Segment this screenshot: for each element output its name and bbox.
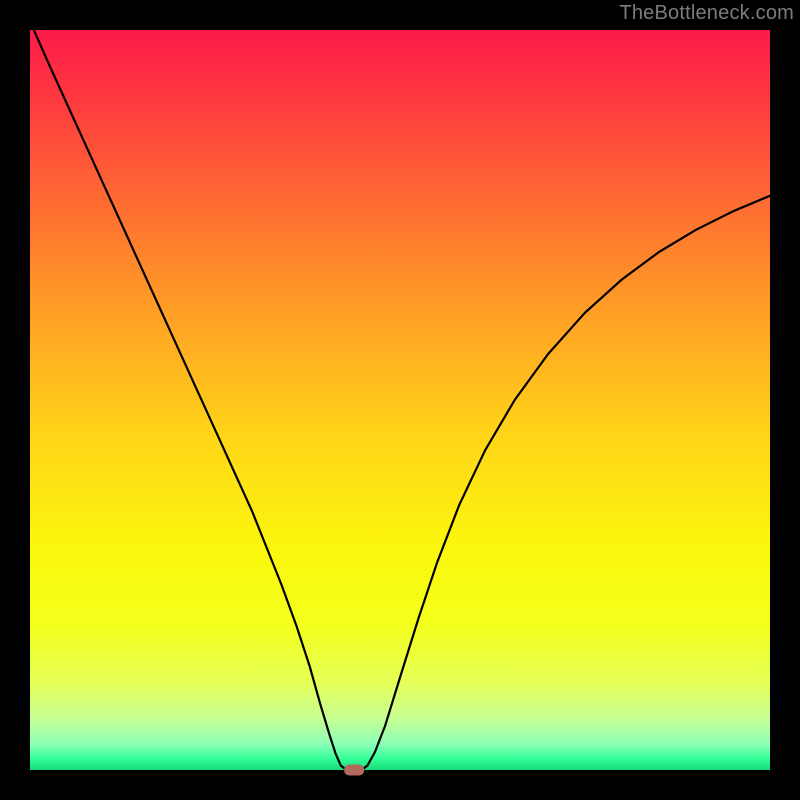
chart-frame: TheBottleneck.com (0, 0, 800, 800)
bottleneck-chart (0, 0, 800, 800)
optimal-point-marker (344, 765, 364, 776)
plot-background (30, 30, 770, 770)
watermark-text: TheBottleneck.com (619, 2, 794, 25)
